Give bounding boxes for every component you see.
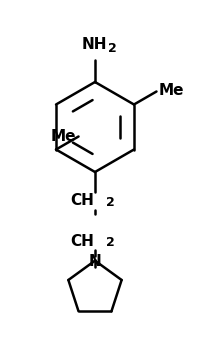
Text: 2: 2 bbox=[105, 196, 114, 210]
Text: N: N bbox=[88, 254, 101, 270]
Text: 2: 2 bbox=[108, 42, 116, 55]
Text: CH: CH bbox=[70, 234, 94, 248]
Text: 2: 2 bbox=[105, 237, 114, 249]
Text: CH: CH bbox=[70, 193, 94, 209]
Text: Me: Me bbox=[51, 129, 76, 144]
Text: NH: NH bbox=[81, 37, 106, 52]
Text: Me: Me bbox=[158, 83, 183, 98]
